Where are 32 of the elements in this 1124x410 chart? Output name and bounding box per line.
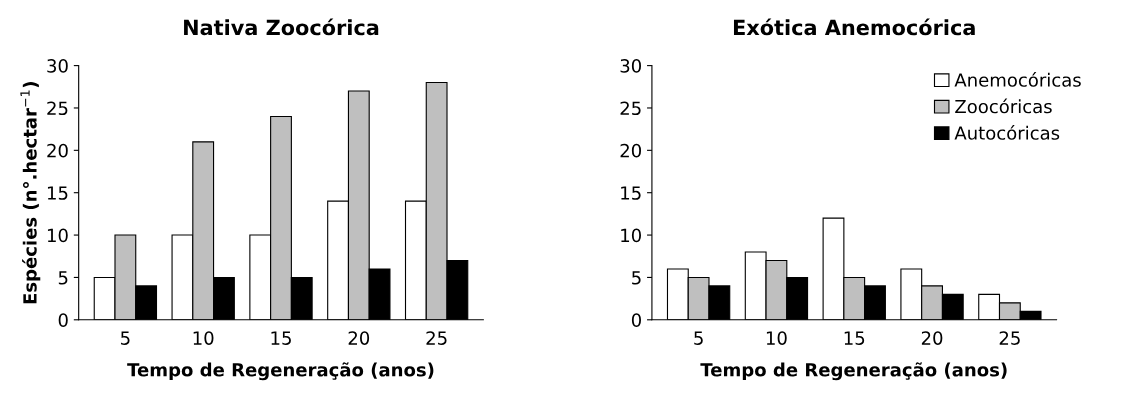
- x-tick-label: 5: [121, 331, 130, 345]
- x-axis-title: Tempo de Regeneração (anos): [127, 362, 434, 381]
- x-axis-title: Tempo de Regeneração (anos): [700, 362, 1007, 381]
- chart-title: Exótica Anemocórica: [733, 18, 975, 36]
- legend-label: Zoocóricas: [955, 98, 1052, 114]
- y-tick-label: 10: [621, 228, 641, 243]
- chart-title: Nativa Zoocórica: [184, 18, 379, 36]
- y-tick-label: 5: [58, 271, 68, 285]
- x-tick-label: 10: [766, 331, 787, 345]
- y-tick-label: 30: [620, 59, 641, 73]
- y-tick-label: 15: [621, 186, 641, 200]
- x-tick-label: 25: [426, 331, 447, 345]
- x-tick-label: 10: [193, 331, 214, 345]
- y-axis-title: Espécies (n°.hectar$^{−1}$): [20, 82, 41, 304]
- y-tick-label: 5: [632, 271, 641, 285]
- x-tick-label: 20: [921, 331, 943, 345]
- y-tick-label: 0: [631, 313, 641, 327]
- legend-label: Anemocóricas: [954, 72, 1081, 87]
- x-tick-label: 25: [999, 331, 1020, 345]
- y-tick-label: 20: [620, 143, 641, 158]
- y-tick-label: 30: [47, 59, 68, 73]
- y-tick-label: 25: [620, 101, 641, 116]
- y-tick-label: 0: [58, 313, 68, 327]
- y-tick-label: 25: [47, 101, 68, 116]
- x-tick-label: 20: [348, 331, 370, 345]
- x-tick-label: 15: [844, 331, 865, 345]
- x-tick-label: 15: [271, 331, 291, 345]
- y-tick-label: 10: [47, 228, 68, 243]
- legend-label: Autocóricas: [954, 125, 1060, 140]
- y-tick-label: 15: [47, 186, 68, 200]
- x-tick-label: 5: [694, 331, 703, 345]
- y-tick-label: 20: [47, 143, 68, 158]
